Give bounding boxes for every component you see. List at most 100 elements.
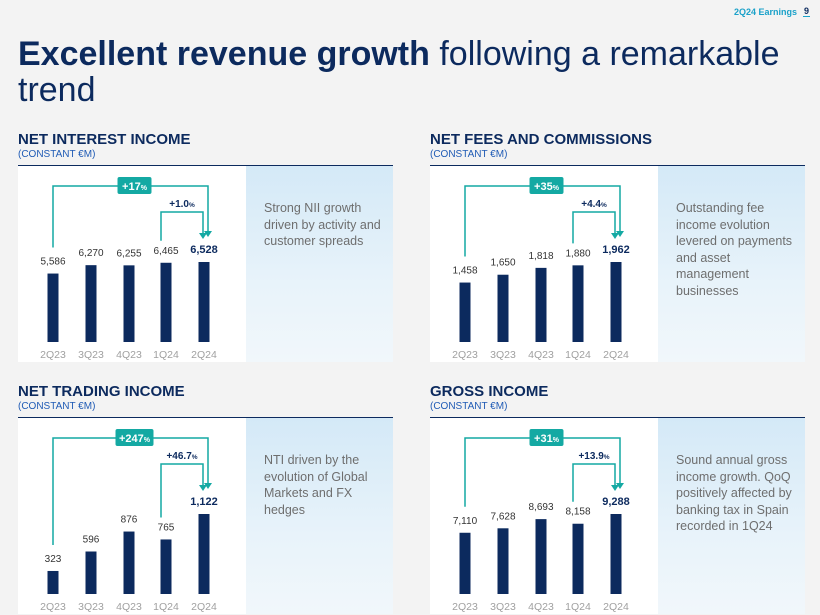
qoq-growth-label: +4.4%	[581, 199, 607, 210]
yoy-bracket-line	[464, 185, 621, 257]
page-title: Excellent revenue growth following a rem…	[18, 36, 808, 108]
bar	[123, 265, 135, 342]
qoq-arrowhead	[611, 485, 619, 491]
panel-divider	[18, 417, 393, 418]
panel-gross-income: GROSS INCOME (CONSTANT €M) 7,110 2Q23 7,62…	[430, 383, 805, 614]
chart-area: 5,586 2Q23 6,270 3Q23 6,255 4Q23 6,465 1Q24 6,52…	[18, 166, 246, 362]
data-label: 7,110	[453, 516, 478, 527]
qoq-unit: %	[601, 202, 607, 209]
yoy-bracket-line	[52, 185, 209, 248]
category-label: 2Q23	[40, 349, 66, 361]
panel-description: Strong NII growth driven by activity and…	[264, 201, 381, 248]
category-label: 4Q23	[528, 349, 554, 361]
panel-net-fees-and-commissions: NET FEES AND COMMISSIONS (CONSTANT €M) 1…	[430, 131, 805, 362]
panel-subtitle: (CONSTANT €M)	[18, 401, 96, 412]
panel-net-trading-income: NET TRADING INCOME (CONSTANT €M) 323 2Q23…	[18, 383, 393, 614]
page-title-bold: Excellent revenue growth	[18, 35, 430, 73]
qoq-arrowhead	[611, 233, 619, 239]
category-label: 4Q23	[116, 349, 142, 361]
data-label: 876	[121, 515, 138, 526]
yoy-arrowhead	[204, 483, 212, 489]
bar	[160, 262, 172, 342]
category-label: 1Q24	[153, 601, 179, 613]
yoy-value: +35	[534, 181, 553, 193]
bar-chart: 7,110 2Q23 7,628 3Q23 8,693 4Q23 8,158 1Q24 9,28…	[452, 429, 630, 613]
category-label: 2Q24	[603, 601, 629, 613]
data-label: 1,880	[565, 248, 590, 259]
category-label: 2Q23	[452, 601, 478, 613]
data-label: 6,528	[190, 244, 218, 256]
panel-title: NET TRADING INCOME	[18, 383, 185, 400]
yoy-unit: %	[141, 185, 148, 192]
panel-divider	[18, 165, 393, 166]
data-label: 596	[83, 535, 100, 546]
bar	[198, 262, 210, 342]
bar	[535, 519, 547, 594]
page-number: 9	[802, 6, 810, 17]
qoq-bracket-line	[572, 211, 616, 244]
yoy-arrowhead	[616, 231, 624, 237]
panel-divider	[430, 417, 805, 418]
bar	[610, 514, 622, 594]
category-label: 4Q23	[528, 601, 554, 613]
bar	[47, 273, 59, 342]
yoy-growth-label: +247%	[119, 433, 151, 445]
category-label: 1Q24	[565, 349, 591, 361]
category-label: 3Q23	[490, 349, 516, 361]
description-box: Sound annual gross income growth. QoQ po…	[658, 418, 805, 614]
bar-chart: 5,586 2Q23 6,270 3Q23 6,255 4Q23 6,465 1Q24 6,52…	[40, 177, 218, 361]
qoq-value: +46.7	[166, 451, 192, 462]
category-label: 2Q24	[191, 601, 217, 613]
bar-chart: 1,458 2Q23 1,650 3Q23 1,818 4Q23 1,880 1Q24 1,96…	[452, 177, 630, 361]
bar	[572, 265, 584, 342]
yoy-value: +247	[119, 433, 144, 445]
qoq-arrowhead	[199, 233, 207, 239]
category-label: 4Q23	[116, 601, 142, 613]
panel-subtitle: (CONSTANT €M)	[18, 149, 96, 160]
data-label: 8,158	[565, 507, 590, 518]
page-title-rest: following a remarkable trend	[18, 35, 780, 109]
header-tag: 2Q24 Earnings 9	[734, 6, 810, 17]
panel-description: Outstanding fee income evolution levered…	[676, 201, 793, 298]
bar	[497, 528, 509, 594]
qoq-value: +4.4	[581, 199, 601, 210]
panel-description: Sound annual gross income growth. QoQ po…	[676, 453, 792, 533]
yoy-badge	[115, 429, 154, 446]
description-box: Strong NII growth driven by activity and…	[246, 166, 393, 362]
qoq-unit: %	[192, 454, 198, 461]
category-label: 2Q24	[191, 349, 217, 361]
header-earnings-label: 2Q24 Earnings	[733, 6, 797, 17]
chart-area: 323 2Q23 596 3Q23 876 4Q23 765 1Q24 1,122 2Q24 +24…	[18, 418, 246, 614]
qoq-unit: %	[189, 202, 195, 209]
category-label: 2Q23	[452, 349, 478, 361]
bar	[459, 532, 471, 594]
bar	[198, 514, 210, 594]
panel-title: GROSS INCOME	[430, 383, 549, 400]
yoy-growth-label: +31%	[534, 433, 560, 445]
bar	[85, 551, 97, 594]
data-label: 1,962	[602, 244, 630, 256]
yoy-unit: %	[553, 185, 560, 192]
bar	[572, 523, 584, 594]
yoy-value: +17	[122, 181, 141, 193]
data-label: 6,255	[116, 248, 141, 259]
yoy-badge	[117, 177, 152, 194]
yoy-value: +31	[534, 433, 553, 445]
data-label: 7,628	[490, 511, 515, 522]
category-label: 1Q24	[153, 349, 179, 361]
data-label: 323	[45, 554, 62, 565]
yoy-unit: %	[144, 437, 151, 444]
data-label: 6,270	[78, 248, 103, 259]
bar	[459, 282, 471, 342]
data-label: 9,288	[602, 496, 630, 508]
category-label: 2Q23	[40, 601, 66, 613]
qoq-bracket-line	[160, 463, 204, 518]
yoy-growth-label: +17%	[122, 181, 148, 193]
chart-area: 1,458 2Q23 1,650 3Q23 1,818 4Q23 1,880 1Q24 1,96…	[430, 166, 658, 362]
description-box: Outstanding fee income evolution levered…	[658, 166, 805, 362]
panel-net-interest-income: NET INTEREST INCOME (CONSTANT €M) 5,586 2…	[18, 131, 393, 362]
yoy-bracket-line	[464, 437, 621, 507]
qoq-bracket-line	[160, 211, 204, 241]
bar	[123, 531, 135, 594]
description-box: NTI driven by the evolution of Global Ma…	[246, 418, 393, 614]
